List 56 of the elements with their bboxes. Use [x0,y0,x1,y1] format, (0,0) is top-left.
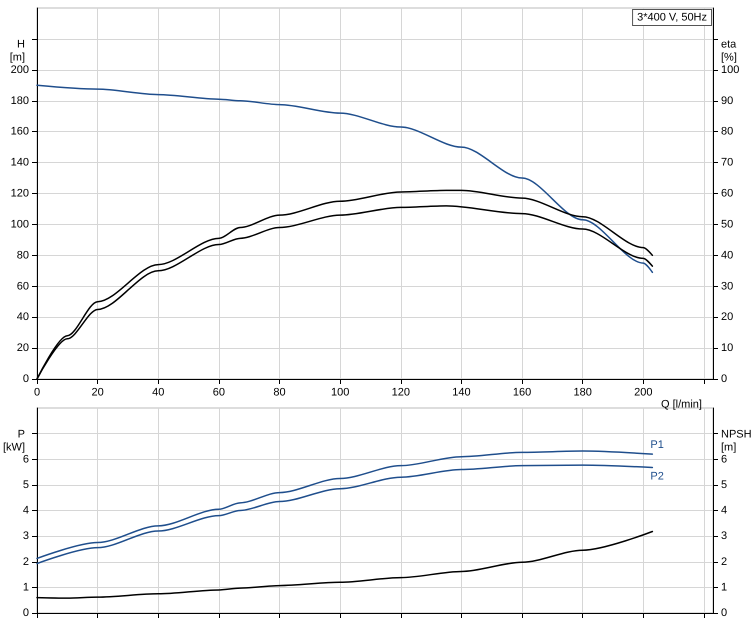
y-tick-label: 0 [22,607,29,619]
y-axis-title: P [kW] [3,428,25,454]
y2-tick-label: 1 [721,581,728,594]
y-tick-label: 1 [22,581,29,594]
y-tick-label: 40 [16,311,29,324]
y2-tick-label: 60 [721,188,734,200]
x-tick-label: 80 [273,386,286,398]
x-tick-label: 180 [573,386,592,398]
x-tick-label: 40 [152,386,164,398]
y2-tick-label: 0 [721,607,728,619]
y2-tick-label: 3 [721,530,728,542]
y2-tick-label: 30 [721,280,734,292]
line-series [36,84,654,274]
y2-tick-label: 50 [721,218,734,230]
y2-axis-title: eta [%] [721,38,738,64]
x-tick-label: 120 [392,386,410,398]
y-tick-label: 160 [10,126,29,138]
y-tick-label: 200 [10,64,29,76]
annotation: 3*400 V, 50Hz [637,12,708,24]
y2-tick-label: 40 [721,249,734,262]
y2-tick-label: 70 [721,156,734,169]
y-tick-label: 0 [22,373,29,385]
y-axis-title: H [m] [10,38,26,64]
y2-axis-title: NPSH [m] [721,428,752,454]
y-tick-label: 120 [10,188,29,200]
x-tick-label: 160 [512,386,532,398]
y-tick-label: 80 [16,249,29,262]
x-tick-label: 20 [92,386,104,398]
y-tick-label: 20 [16,342,29,354]
y2-tick-label: 100 [721,64,740,76]
y2-tick-label: 2 [721,556,728,568]
y-tick-label: 5 [22,478,29,491]
x-tick-label: 100 [330,386,350,398]
x-tick-label: 140 [452,386,471,398]
y2-tick-label: 5 [721,478,728,491]
y2-tick-label: 0 [721,373,728,385]
series-label: P1 [650,439,664,452]
y-tick-label: 100 [10,218,29,230]
y2-tick-label: 10 [721,342,734,354]
y2-tick-label: 90 [721,94,734,107]
y2-tick-label: 6 [721,453,728,466]
x-tick-label: 60 [212,386,226,398]
y-tick-label: 6 [22,453,29,466]
x-tick-label: 200 [634,386,652,398]
x-axis-title: Q [l/min] [661,398,702,410]
y-tick-label: 3 [22,530,29,542]
y2-tick-label: 4 [721,504,728,516]
y-tick-label: 2 [22,556,29,568]
x-tick-label: 0 [34,386,40,398]
y2-tick-label: 80 [721,126,734,138]
series-label: P2 [650,470,664,482]
y-tick-label: 4 [22,504,29,516]
y2-tick-label: 20 [721,311,734,324]
y-tick-label: 140 [10,156,29,169]
y-tick-label: 180 [10,94,29,107]
y-tick-label: 60 [16,280,29,292]
